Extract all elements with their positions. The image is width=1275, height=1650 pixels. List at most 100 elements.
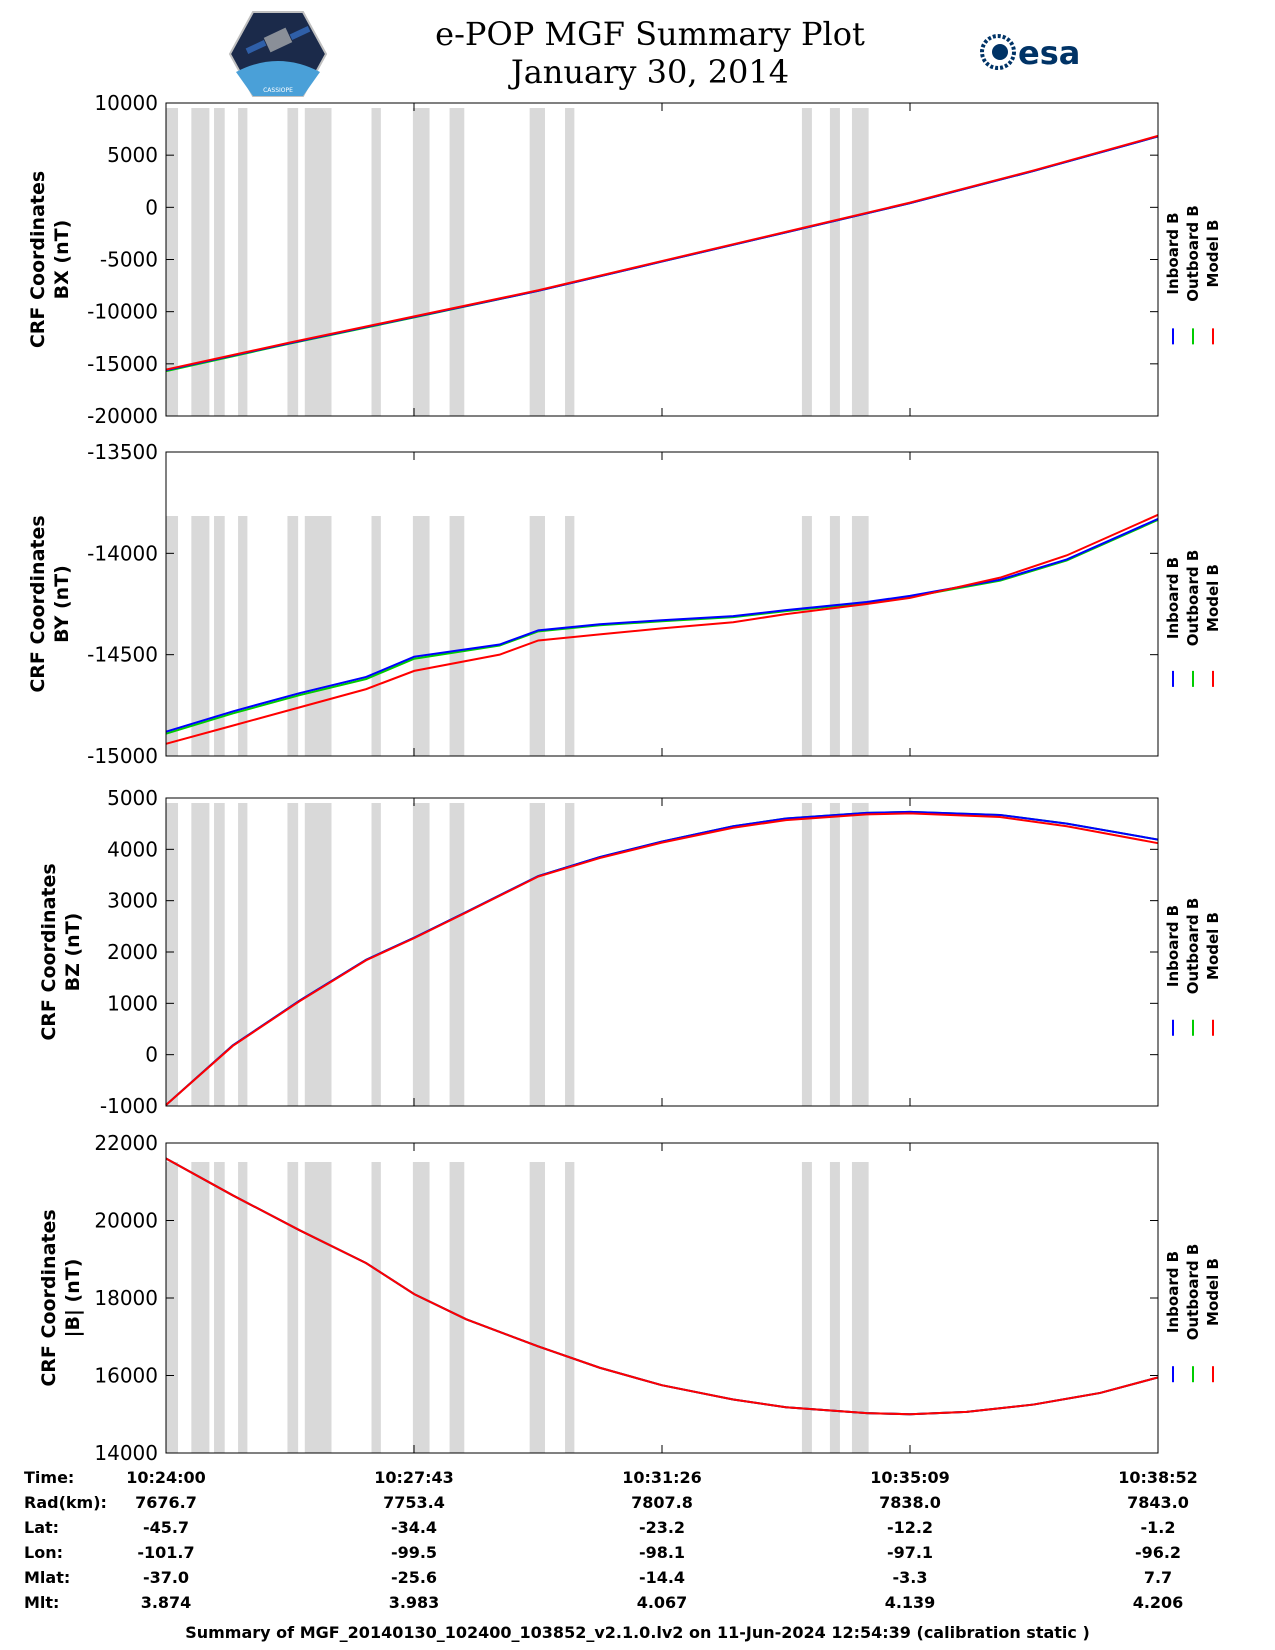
data-gap-band [801,1162,812,1453]
info-value: -3.3 [893,1568,928,1587]
info-value: -45.7 [143,1518,189,1537]
data-gap-band [371,516,381,756]
data-gap-band [565,803,575,1106]
data-gap-band [412,516,430,756]
y-axis-label: CRF Coordinates [38,863,60,1040]
data-gap-band [565,108,575,416]
info-value: 7676.7 [135,1493,197,1512]
y-axis-label: BY (nT) [51,565,73,643]
data-gap-band [238,803,248,1106]
data-gap-band [287,1162,299,1453]
legend-label: Outboard B [1184,205,1202,302]
data-gap-band [304,108,332,416]
data-gap-band [238,1162,248,1453]
data-gap-band [304,516,332,756]
logo-solar-panel [245,40,267,54]
x-tick-label: 10:38:52 [1118,1468,1198,1487]
data-gap-band [829,1162,840,1453]
series-line-model-b [165,134,1159,371]
data-gap-band [191,803,210,1106]
y-tick-label: 16000 [94,1364,158,1388]
data-gap-band [412,1162,430,1453]
legend-label: Outboard B [1184,898,1202,995]
info-row-label: Lat: [24,1518,59,1537]
data-gap-band [371,108,381,416]
legend-label: Model B [1204,912,1222,980]
info-row-label: Lon: [24,1543,63,1562]
data-gap-band [829,108,840,416]
x-tick-label: 10:31:26 [622,1468,702,1487]
data-gap-band [851,516,869,756]
info-row-label: Mlat: [24,1568,70,1587]
data-gap-band [166,516,179,756]
y-tick-label: 5000 [107,786,158,810]
y-tick-label: -20000 [87,404,158,428]
info-value: -101.7 [137,1543,194,1562]
y-tick-label: 5000 [107,143,158,167]
y-tick-label: -14500 [87,643,158,667]
data-gap-band [529,803,546,1106]
y-tick-label: 20000 [94,1209,158,1233]
data-gap-band [371,1162,381,1453]
info-value: -1.2 [1141,1518,1176,1537]
info-value: -12.2 [887,1518,933,1537]
info-value: 7753.4 [383,1493,445,1512]
data-gap-band [412,803,430,1106]
data-gap-band [449,803,465,1106]
y-tick-label: 10000 [94,91,158,115]
x-tick-label: 10:27:43 [374,1468,454,1487]
y-tick-label: -14000 [87,541,158,565]
data-gap-band [304,1162,332,1453]
data-gap-band [214,1162,225,1453]
info-value: 7807.8 [631,1493,693,1512]
y-tick-label: 0 [145,1043,158,1067]
data-gap-band [238,108,248,416]
y-axis-label: BZ (nT) [62,913,84,992]
y-tick-label: 14000 [94,1441,158,1465]
panel-bz [165,797,1214,1107]
logo-text: CASSIOPE [263,87,293,94]
info-row-label: Time: [24,1468,74,1487]
data-gap-band [529,1162,546,1453]
legend-label: Inboard B [1164,212,1182,294]
data-gap-band [529,516,546,756]
data-gap-band [166,108,179,416]
y-axis-label: CRF Coordinates [38,1209,60,1386]
x-tick-label: 10:35:09 [870,1468,950,1487]
plot-date: January 30, 2014 [510,53,790,91]
data-gap-band [412,108,430,416]
data-gap-band [801,516,812,756]
panel-bx [165,102,1214,417]
data-gap-band [166,1162,179,1453]
data-gap-band [565,1162,575,1453]
data-gap-band [214,803,225,1106]
data-gap-band [851,803,869,1106]
data-gap-band [829,516,840,756]
y-tick-label: -1000 [100,1094,158,1118]
data-gap-band [801,108,812,416]
esa-logo: esa [980,34,1080,72]
data-gap-band [214,516,225,756]
legend-label: Inboard B [1164,905,1182,987]
info-value: -96.2 [1135,1543,1181,1562]
info-value: 4.067 [637,1593,688,1612]
info-value: -99.5 [391,1543,437,1562]
data-gap-band [449,108,465,416]
plot-title: e-POP MGF Summary Plot [435,15,865,53]
logo-satellite [263,27,293,53]
data-gap-band [287,516,299,756]
legend-label: Model B [1204,220,1222,288]
info-value: 7843.0 [1127,1493,1189,1512]
legend-label: Inboard B [1164,557,1182,639]
panel-bmag [165,1142,1214,1454]
data-gap-band [449,516,465,756]
y-tick-label: 1000 [107,991,158,1015]
esa-logo-core [992,44,1008,60]
esa-logo-text: esa [1018,34,1080,72]
y-tick-label: 3000 [107,889,158,913]
data-gap-band [565,516,575,756]
x-tick-label: 10:24:00 [126,1468,206,1487]
y-tick-label: -10000 [87,300,158,324]
info-value: -98.1 [639,1543,685,1562]
